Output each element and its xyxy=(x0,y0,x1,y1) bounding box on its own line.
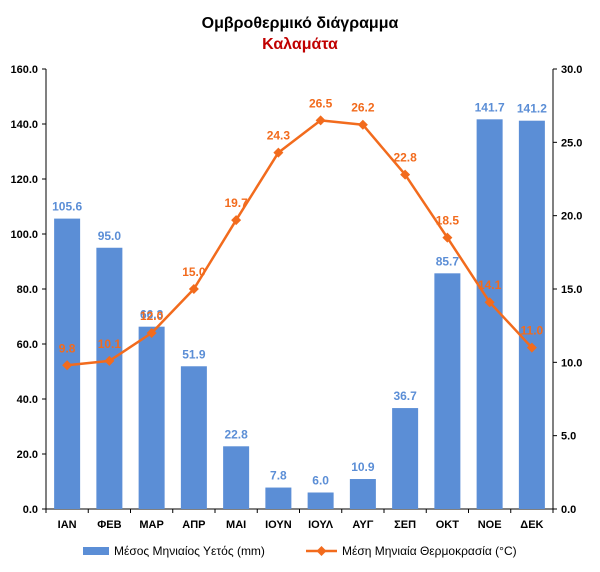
line-point xyxy=(62,360,73,371)
right-tick-label: 25.0 xyxy=(561,137,582,149)
left-tick-label: 100.0 xyxy=(10,229,38,241)
bar xyxy=(434,273,461,509)
line-point xyxy=(442,232,453,243)
line-point xyxy=(526,342,537,353)
right-tick-label: 15.0 xyxy=(561,284,582,296)
left-tick-label: 0.0 xyxy=(23,504,38,516)
line-data-label: 10.1 xyxy=(98,337,122,351)
left-tick-label: 40.0 xyxy=(17,394,38,406)
x-tick-label: ΑΥΓ xyxy=(352,519,373,531)
x-tick-label: ΙΟΥΝ xyxy=(265,519,292,531)
line-point xyxy=(357,119,368,130)
bar-data-label: 7.8 xyxy=(270,469,287,483)
line-data-label: 18.5 xyxy=(436,214,460,228)
line-point xyxy=(188,284,199,294)
left-tick-label: 120.0 xyxy=(10,174,38,186)
x-tick-label: ΙΑΝ xyxy=(58,519,77,531)
line-data-label: 19.7 xyxy=(224,196,248,210)
x-tick-label: ΙΟΥΛ xyxy=(308,519,334,531)
left-tick-label: 80.0 xyxy=(17,284,38,296)
bar-data-label: 141.2 xyxy=(517,102,547,116)
bar xyxy=(96,247,123,509)
line-point xyxy=(315,115,326,126)
bar-data-label: 22.8 xyxy=(224,427,248,441)
bar-data-label: 85.7 xyxy=(436,254,460,268)
chart-title: Ομβροθερμικό διάγραμμα xyxy=(202,15,399,32)
chart-subtitle: Καλαμάτα xyxy=(262,36,338,53)
x-tick-label: ΜΑΙ xyxy=(226,519,246,531)
line-data-label: 26.5 xyxy=(309,96,333,110)
line-point xyxy=(400,169,411,180)
bar-data-label: 10.9 xyxy=(351,460,375,474)
bar xyxy=(265,487,292,509)
bar xyxy=(307,492,334,509)
bar-series: 105.6 95.0 66.3 51.9 22.8 7.8 6.0 10.9 36.7 85.7 1… xyxy=(52,100,547,509)
x-tick-label: ΣΕΠ xyxy=(394,519,416,531)
bar-data-label: 6.0 xyxy=(312,474,329,488)
x-tick-label: ΟΚΤ xyxy=(436,519,460,531)
right-tick-label: 0.0 xyxy=(561,504,576,516)
x-tick-label: ΔΕΚ xyxy=(520,519,543,531)
line-point xyxy=(273,147,284,158)
line-series: 9.8 10.1 12.0 15.0 19.7 24.3 26.5 26.2 22.8 18.5 1… xyxy=(59,96,544,371)
line-data-label: 15.0 xyxy=(182,265,206,279)
line-point xyxy=(231,215,242,226)
line-path xyxy=(66,119,533,367)
line-point xyxy=(484,297,495,308)
right-y-axis: 0.0 5.0 10.0 15.0 20.0 25.0 30.0 xyxy=(552,64,582,516)
bar-data-label: 105.6 xyxy=(52,200,82,214)
x-tick-label: ΝΟΕ xyxy=(478,519,502,531)
legend-bar-label: Μέσος Μηνιαίος Υετός (mm) xyxy=(114,544,265,558)
line-point xyxy=(104,355,115,366)
left-tick-label: 20.0 xyxy=(17,449,38,461)
line-data-label: 12.0 xyxy=(140,309,164,323)
bar xyxy=(518,120,545,509)
bar xyxy=(392,408,419,509)
line-data-label: 26.2 xyxy=(351,101,375,115)
line-data-label: 11.0 xyxy=(521,324,544,338)
bar xyxy=(138,326,165,509)
legend-bar-swatch xyxy=(83,547,109,555)
bar xyxy=(349,479,376,509)
left-tick-label: 160.0 xyxy=(10,64,38,76)
bar-data-label: 51.9 xyxy=(182,347,206,361)
bar xyxy=(180,366,207,509)
line-data-label: 9.8 xyxy=(59,341,76,355)
bar xyxy=(476,119,503,509)
line-data-label: 14.1 xyxy=(478,278,502,292)
left-tick-label: 60.0 xyxy=(17,339,38,351)
bar-data-label: 36.7 xyxy=(393,389,417,403)
x-tick-label: ΦΕΒ xyxy=(97,519,121,531)
legend-line-label: Μέση Μηνιαία Θερμοκρασία (°C) xyxy=(342,544,517,558)
bar-data-label: 141.7 xyxy=(475,100,505,114)
right-tick-label: 5.0 xyxy=(561,431,576,443)
legend-line-marker xyxy=(316,546,327,556)
right-tick-label: 20.0 xyxy=(561,211,582,223)
line-point xyxy=(146,328,157,338)
bar xyxy=(223,446,250,509)
line-data-label: 22.8 xyxy=(393,151,417,165)
x-tick-label: ΜΑΡ xyxy=(139,519,163,531)
right-tick-label: 10.0 xyxy=(561,357,582,369)
bar-data-label: 95.0 xyxy=(98,229,122,243)
x-tick-label: ΑΠΡ xyxy=(182,519,205,531)
bar-data-label: 66.3 xyxy=(140,308,164,322)
left-tick-label: 140.0 xyxy=(10,119,38,131)
right-tick-label: 30.0 xyxy=(561,64,582,76)
line-data-label: 24.3 xyxy=(267,129,291,143)
left-y-axis: 0.0 20.0 40.0 60.0 80.0 100.0 120.0 140.0 160.0 xyxy=(10,64,47,516)
x-axis: ΙΑΝ ΦΕΒ ΜΑΡ ΑΠΡ ΜΑΙ ΙΟΥΝ ΙΟΥΛ ΑΥΓ ΣΕΠ ΟΚΤ ΝΟΕ ΔΕΚ xyxy=(45,508,554,531)
legend: Μέσος Μηνιαίος Υετός (mm) Μέση Μηνιαία Θε… xyxy=(83,544,517,558)
